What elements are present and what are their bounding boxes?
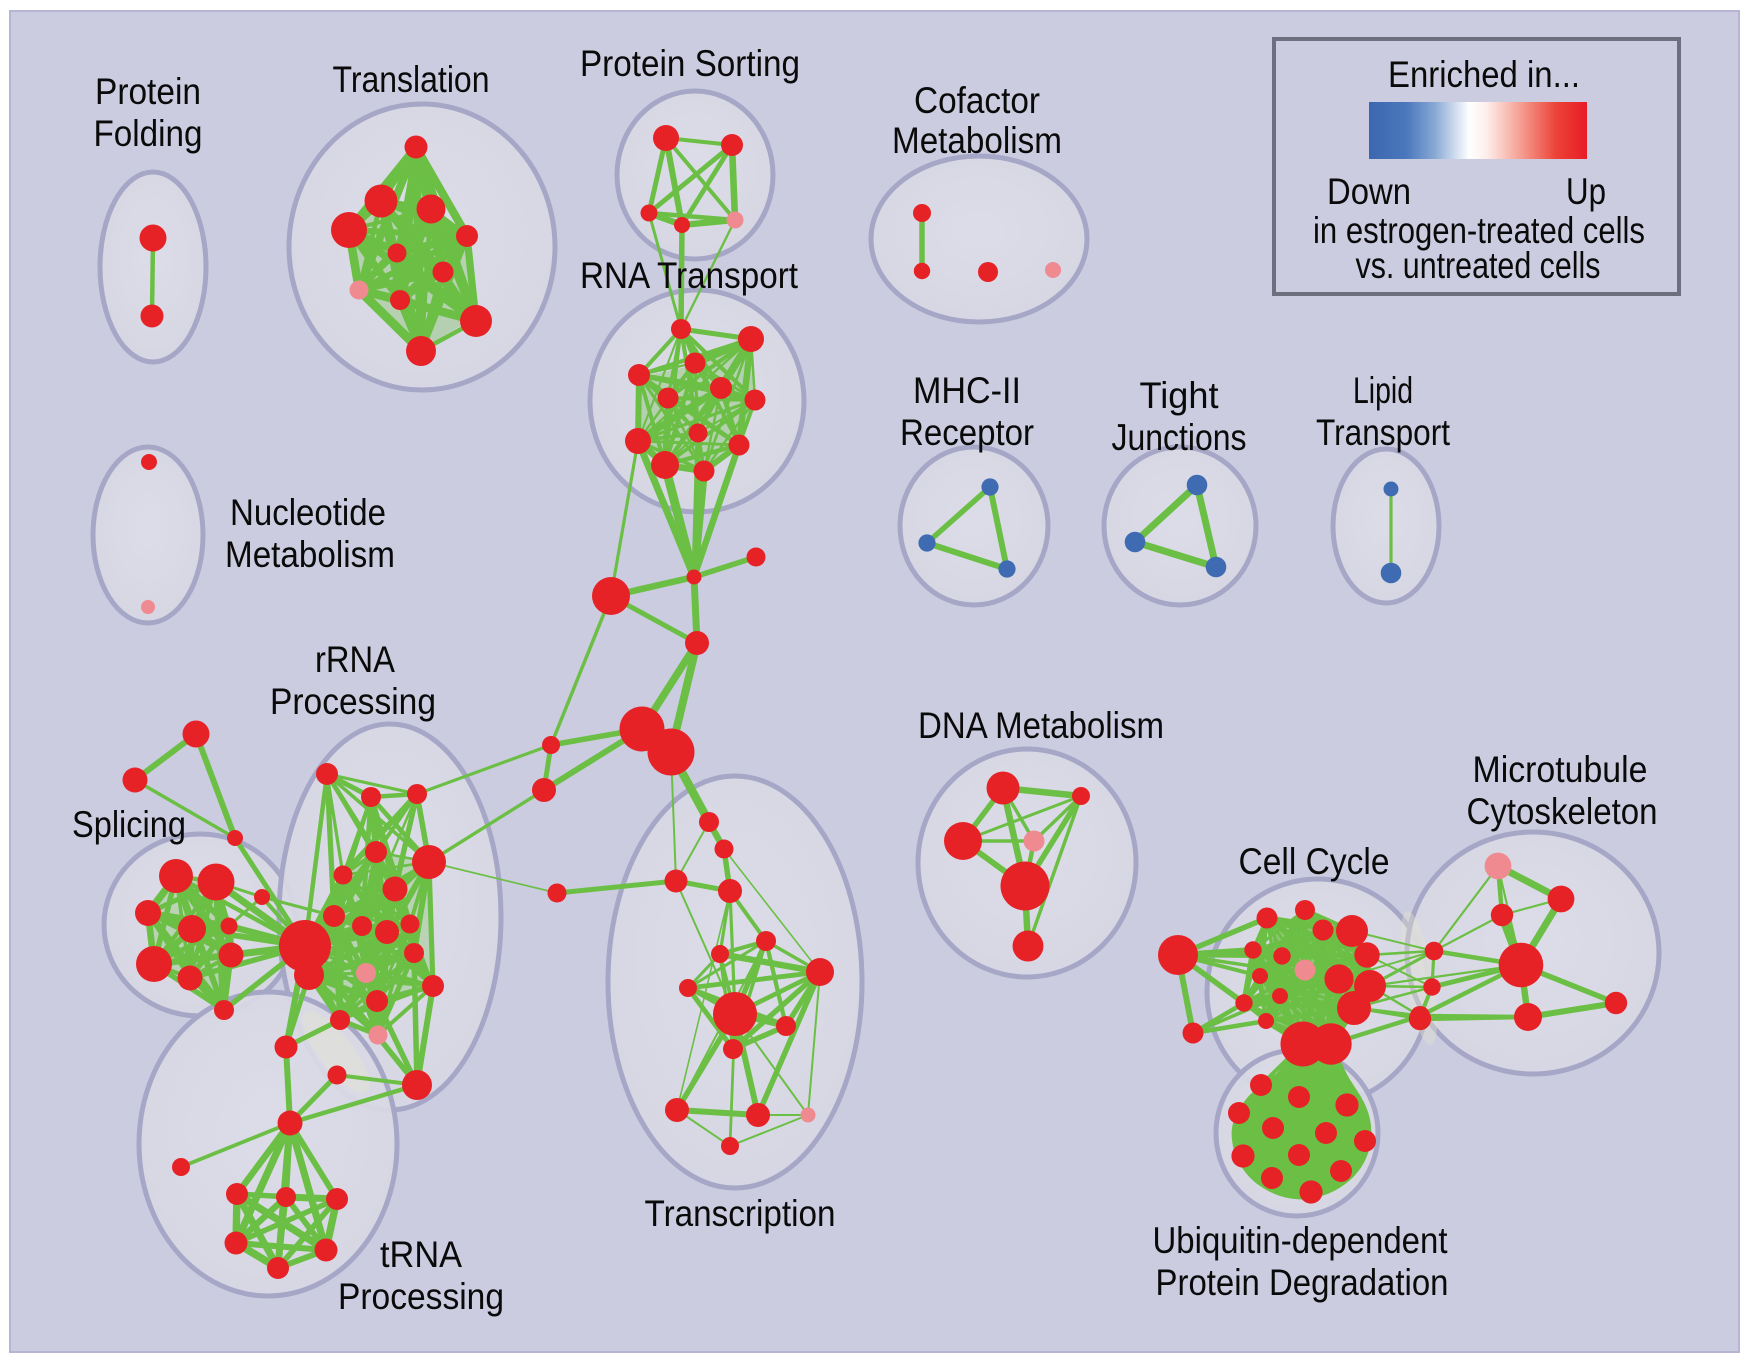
svg-text:Protein Sorting: Protein Sorting bbox=[580, 43, 800, 84]
svg-text:Processing: Processing bbox=[270, 681, 436, 722]
svg-text:Nucleotide: Nucleotide bbox=[230, 492, 386, 533]
svg-text:Metabolism: Metabolism bbox=[225, 534, 395, 575]
svg-text:Junctions: Junctions bbox=[1112, 417, 1247, 458]
svg-text:Receptor: Receptor bbox=[900, 412, 1034, 453]
svg-text:Protein: Protein bbox=[95, 71, 201, 112]
svg-text:Translation: Translation bbox=[333, 59, 490, 100]
svg-text:in estrogen-treated cells: in estrogen-treated cells bbox=[1313, 210, 1645, 251]
svg-text:Protein Degradation: Protein Degradation bbox=[1156, 1262, 1449, 1303]
svg-text:Transcription: Transcription bbox=[645, 1193, 836, 1234]
svg-text:Lipid: Lipid bbox=[1353, 370, 1413, 411]
svg-text:RNA Transport: RNA Transport bbox=[580, 255, 799, 296]
svg-text:Cofactor: Cofactor bbox=[914, 80, 1040, 121]
svg-text:vs. untreated cells: vs. untreated cells bbox=[1356, 245, 1601, 286]
svg-text:Metabolism: Metabolism bbox=[892, 120, 1062, 161]
svg-text:Up: Up bbox=[1566, 171, 1606, 212]
svg-text:Down: Down bbox=[1327, 171, 1411, 212]
svg-text:Enriched in...: Enriched in... bbox=[1388, 54, 1580, 95]
svg-text:Folding: Folding bbox=[94, 113, 203, 154]
svg-text:Transport: Transport bbox=[1316, 412, 1451, 453]
svg-text:Ubiquitin-dependent: Ubiquitin-dependent bbox=[1153, 1220, 1449, 1261]
svg-text:tRNA: tRNA bbox=[380, 1234, 462, 1275]
svg-text:Cell Cycle: Cell Cycle bbox=[1239, 841, 1390, 882]
svg-text:Splicing: Splicing bbox=[72, 804, 186, 845]
svg-text:Processing: Processing bbox=[338, 1276, 504, 1317]
svg-text:Cytoskeleton: Cytoskeleton bbox=[1467, 791, 1658, 832]
svg-text:MHC-II: MHC-II bbox=[913, 370, 1021, 411]
svg-text:Microtubule: Microtubule bbox=[1473, 749, 1648, 790]
svg-text:Tight: Tight bbox=[1140, 375, 1220, 416]
svg-text:rRNA: rRNA bbox=[315, 639, 395, 680]
svg-text:DNA Metabolism: DNA Metabolism bbox=[918, 705, 1164, 746]
